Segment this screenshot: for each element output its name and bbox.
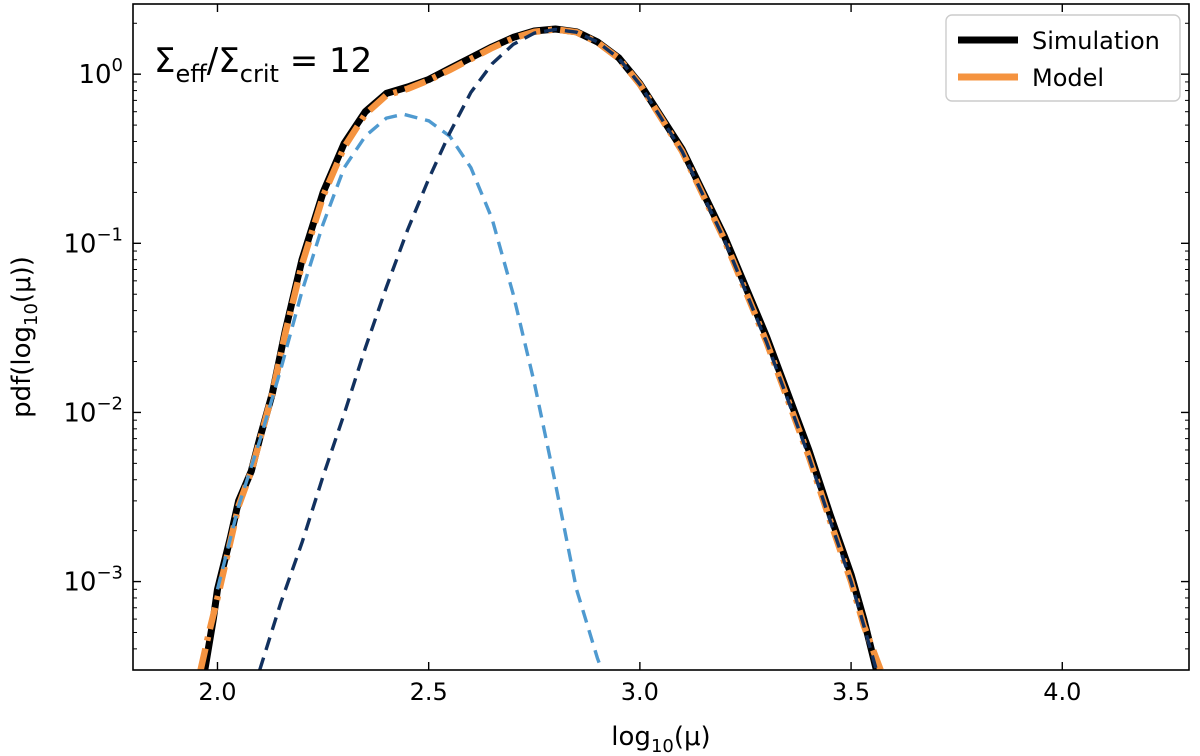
annotation: Σeff/Σcrit = 12	[154, 41, 372, 88]
component-curve-3	[258, 27, 879, 670]
y-tick-label: 10−1	[63, 224, 123, 259]
series-line-model	[197, 26, 884, 670]
x-tick-label: 3.0	[621, 678, 659, 706]
plot-frame	[132, 3, 1190, 671]
x-axis-label: log10(μ)	[611, 722, 710, 756]
legend: Simulation Model	[945, 14, 1181, 102]
x-tick-label: 2.0	[198, 678, 236, 706]
y-tick-label: 10−2	[63, 393, 123, 428]
y-tick-label: 100	[78, 55, 123, 90]
component-curve-2	[215, 112, 604, 670]
y-tick-label: 10−3	[63, 563, 123, 598]
legend-label-simulation: Simulation	[1032, 27, 1160, 55]
y-axis-label: pdf(log10(μ))	[7, 256, 42, 418]
series-line-simulation	[201, 25, 880, 670]
x-tick-label: 3.5	[832, 678, 870, 706]
x-tick-label: 2.5	[410, 678, 448, 706]
legend-label-model: Model	[1032, 64, 1104, 92]
x-tick-label: 4.0	[1043, 678, 1081, 706]
